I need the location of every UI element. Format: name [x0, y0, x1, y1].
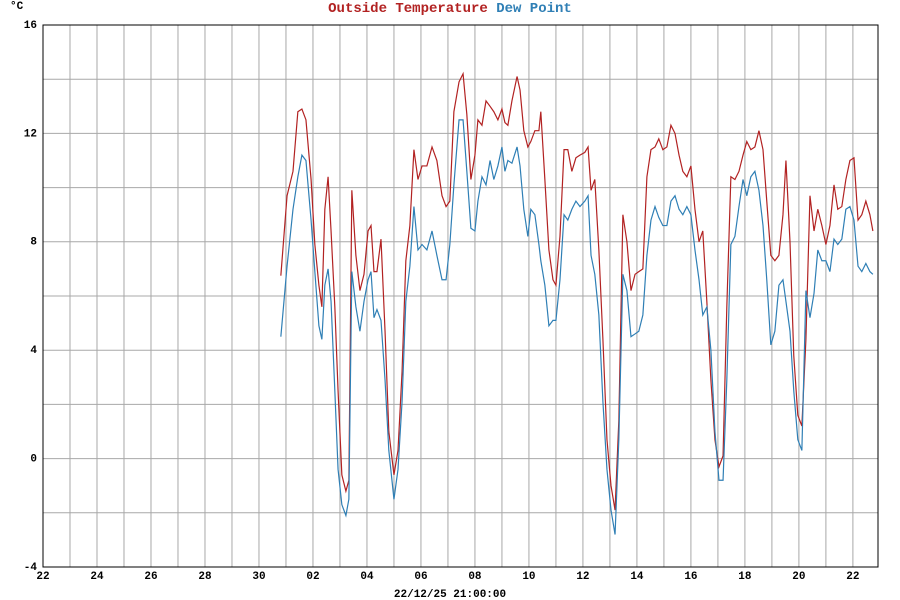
plot-frame	[42, 24, 879, 568]
y-tick-label: 4	[30, 345, 37, 357]
x-tick-label: 20	[792, 571, 805, 583]
x-tick-label: 30	[252, 571, 265, 583]
x-tick-label: 02	[306, 571, 319, 583]
chart-title: Outside Temperature Dew Point	[328, 1, 572, 17]
x-tick-label: 08	[468, 571, 482, 583]
data-line	[280, 119, 874, 535]
x-tick-label: 24	[90, 571, 104, 583]
x-tick-label: 28	[198, 571, 212, 583]
x-tick-label: 12	[576, 571, 589, 583]
x-tick-label: 10	[522, 571, 535, 583]
y-tick-label: 16	[24, 20, 37, 32]
x-tick-label: 04	[360, 571, 374, 583]
x-tick-label: 26	[144, 571, 157, 583]
y-tick-label: 12	[24, 128, 37, 140]
x-tick-label: 22	[846, 571, 859, 583]
x-axis-label: 22/12/25 21:00:00	[394, 589, 506, 600]
x-tick-label: 18	[738, 571, 752, 583]
x-tick-label: 16	[684, 571, 697, 583]
x-tick-label: 06	[414, 571, 427, 583]
legend-entry: Outside Temperature	[328, 1, 488, 17]
x-tick-label: 22	[36, 571, 49, 583]
y-tick-label: 0	[30, 454, 37, 466]
y-axis-label: °C	[10, 1, 24, 13]
y-tick-label: 8	[30, 237, 37, 249]
legend-entry: Dew Point	[496, 1, 572, 17]
y-tick-label: -4	[24, 562, 38, 574]
data-line	[280, 71, 874, 511]
x-tick-label: 14	[630, 571, 644, 583]
